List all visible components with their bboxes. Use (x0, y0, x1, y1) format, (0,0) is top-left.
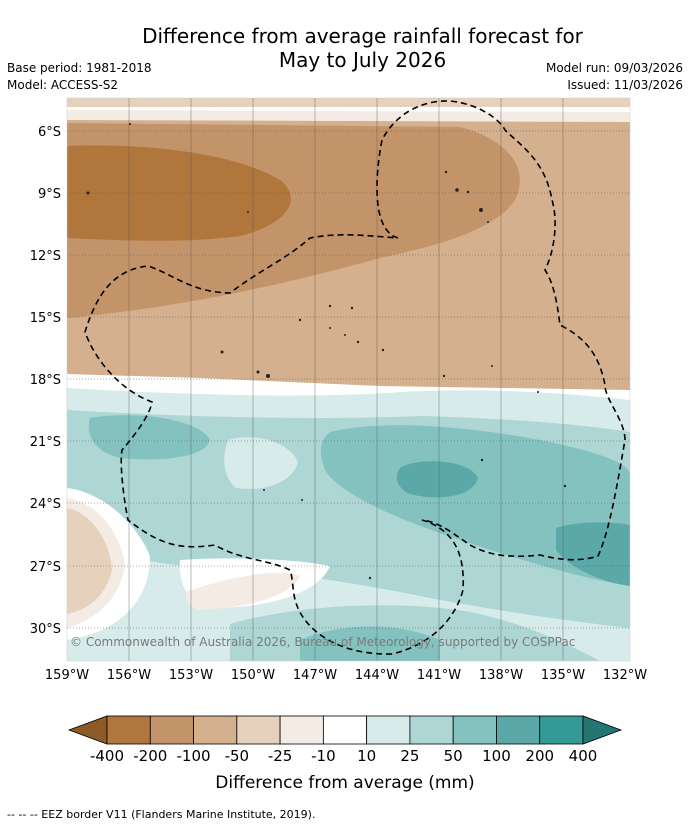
colorbar-swatch (409, 715, 454, 745)
x-tick-132w: 132°W (603, 668, 647, 683)
colorbar-tick-label: -25 (268, 747, 293, 765)
x-tick-150w: 150°W (231, 668, 275, 683)
blob-teal-west (88, 415, 210, 460)
colorbar-tick-label: 50 (444, 747, 463, 765)
model-run: Model run: 09/03/2026 (545, 61, 683, 75)
colorbar-swatch (193, 715, 238, 745)
right-metadata: Model run: 09/03/2026 Issued: 11/03/2026 (546, 60, 683, 94)
colorbar-swatch (106, 715, 151, 745)
blob-teal-south (300, 626, 440, 661)
colorbar-extend-high (582, 715, 623, 745)
colorbar-swatch (322, 715, 368, 745)
rainfall-anomaly-field: © Commonwealth of Australia 2026, Bureau… (67, 98, 630, 661)
y-tick-6s: 6°S (38, 125, 61, 140)
issued-date: Issued: 11/03/2026 (567, 78, 683, 92)
blob-pale-brown-southwest (67, 508, 112, 614)
colorbar-title: Difference from average (mm) (215, 773, 474, 793)
colorbar-swatch (149, 715, 194, 745)
x-tick-144w: 144°W (355, 668, 399, 683)
copyright-notice: © Commonwealth of Australia 2026, Bureau… (70, 635, 575, 649)
y-tick-15s: 15°S (30, 311, 61, 326)
model-name: Model: ACCESS-S2 (7, 78, 119, 92)
y-tick-30s: 30°S (30, 622, 61, 637)
y-axis-labels: 6°S 9°S 12°S 15°S 18°S 21°S 24°S 27°S 30… (30, 125, 61, 637)
colorbar-extend-low (67, 715, 108, 745)
colorbar-tick-label: -50 (225, 747, 250, 765)
blob-dark-teal-center (396, 461, 478, 498)
blob-lightbrown-south (185, 572, 300, 610)
x-axis-labels: 159°W 156°W 153°W 150°W 147°W 144°W 141°… (45, 668, 647, 683)
map-title: Difference from average rainfall forecas… (90, 24, 635, 72)
colorbar-swatch (279, 715, 324, 745)
y-tick-21s: 21°S (30, 435, 61, 450)
x-tick-156w: 156°W (107, 668, 151, 683)
y-tick-24s: 24°S (30, 497, 61, 512)
colorbar-tick-label: -200 (133, 747, 167, 765)
y-tick-12s: 12°S (30, 249, 61, 264)
y-tick-9s: 9°S (38, 187, 61, 202)
left-metadata: Base period: 1981-2018 Model: ACCESS-S2 (7, 60, 152, 94)
colorbar-tick-label: -10 (311, 747, 336, 765)
base-period: Base period: 1981-2018 (7, 61, 152, 75)
x-tick-153w: 153°W (169, 668, 213, 683)
colorbar-tick-label: 400 (569, 747, 598, 765)
colorbar-tick-label: -100 (177, 747, 211, 765)
colorbar-tick-label: 200 (525, 747, 554, 765)
band-pale-top (67, 98, 630, 107)
eez-border-line (84, 100, 626, 655)
colorbar-tick-label: 25 (400, 747, 419, 765)
colorbar-swatch (496, 715, 541, 745)
map-frame (66, 97, 631, 662)
y-tick-27s: 27°S (30, 560, 61, 575)
colorbar-swatch (236, 715, 281, 745)
x-tick-138w: 138°W (479, 668, 523, 683)
gridlines (67, 98, 630, 661)
x-tick-135w: 135°W (541, 668, 585, 683)
colorbar-swatch (452, 715, 497, 745)
title-line-1: Difference from average rainfall forecas… (142, 24, 583, 48)
title-line-2: May to July 2026 (278, 48, 447, 72)
x-tick-147w: 147°W (293, 668, 337, 683)
blob-pale-hole (224, 437, 298, 489)
colorbar-swatch (539, 715, 584, 745)
colorbar-tick-label: 10 (357, 747, 376, 765)
y-tick-18s: 18°S (30, 373, 61, 388)
eez-legend-footer: -- -- -- EEZ border V11 (Flanders Marine… (7, 808, 316, 821)
x-tick-141w: 141°W (417, 668, 461, 683)
colorbar: -400 -200 -100 -50 -25 -10 10 25 50 100 200 400 (67, 715, 623, 765)
blob-teal-east (320, 425, 630, 586)
island-markers (86, 123, 567, 580)
x-tick-159w: 159°W (45, 668, 89, 683)
colorbar-swatch (366, 715, 411, 745)
colorbar-tick-label: 100 (482, 747, 511, 765)
blob-dark-teal-east (556, 522, 630, 586)
colorbar-tick-label: -400 (90, 747, 124, 765)
